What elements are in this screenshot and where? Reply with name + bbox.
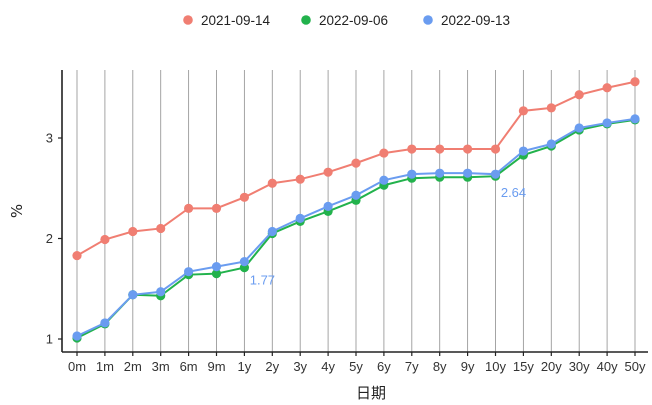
data-point-50y [630,77,639,86]
data-label: 1.77 [250,273,275,288]
data-point-2m [128,227,137,236]
x-tick-label: 3m [152,359,170,374]
x-axis-title: 日期 [356,384,386,402]
data-point-3y [296,214,305,223]
y-tick-label: 3 [46,131,53,146]
y-tick-label: 2 [46,231,53,246]
y-tick-label: 1 [46,332,53,347]
x-tick-label: 1m [96,359,114,374]
data-point-6m [184,204,193,213]
data-point-2y [268,227,277,236]
data-point-0m [72,251,81,260]
data-point-1y [240,257,249,266]
data-point-5y [351,191,360,200]
data-point-2m [128,290,137,299]
x-tick-label: 30y [569,359,590,374]
data-point-30y [575,123,584,132]
x-tick-label: 0m [68,359,86,374]
data-point-6m [184,267,193,276]
x-tick-label: 3y [293,359,307,374]
legend-item-2022-09-06: 2022-09-06 [301,13,388,28]
legend-label: 2022-09-13 [441,13,510,28]
x-tick-label: 1y [238,359,252,374]
data-point-50y [630,114,639,123]
data-point-40y [603,83,612,92]
x-tick-label: 15y [513,359,534,374]
legend-marker [423,15,433,25]
data-point-6y [379,176,388,185]
data-point-8y [435,144,444,153]
data-point-6y [379,148,388,157]
data-point-0m [72,331,81,340]
data-point-3y [296,175,305,184]
data-point-3m [156,224,165,233]
data-point-20y [547,139,556,148]
x-tick-label: 5y [349,359,363,374]
data-point-5y [351,159,360,168]
legend-label: 2021-09-14 [201,13,271,28]
x-tick-label: 2m [124,359,142,374]
data-point-4y [324,168,333,177]
data-point-15y [519,106,528,115]
legend-item-2021-09-14: 2021-09-14 [183,13,270,28]
data-point-9y [463,144,472,153]
data-point-1m [100,318,109,327]
y-axis-title: % [8,204,26,218]
x-tick-label: 4y [321,359,335,374]
legend-marker [183,15,193,25]
legend-label: 2022-09-06 [319,13,388,28]
data-label: 2.64 [501,185,526,200]
x-tick-label: 2y [265,359,279,374]
data-point-3m [156,287,165,296]
x-tick-label: 20y [541,359,562,374]
data-point-7y [407,170,416,179]
data-point-1y [240,193,249,202]
data-point-20y [547,103,556,112]
x-tick-label: 40y [597,359,618,374]
x-tick-label: 7y [405,359,419,374]
data-point-10y [491,144,500,153]
data-point-9m [212,204,221,213]
x-tick-label: 6y [377,359,391,374]
legend-item-2022-09-13: 2022-09-13 [423,13,510,28]
x-tick-label: 9m [207,359,225,374]
legend-marker [301,15,311,25]
data-point-9y [463,169,472,178]
data-annotations: 1.77 2.64 [250,185,526,287]
data-point-8y [435,169,444,178]
x-tick-label: 50y [625,359,646,374]
data-point-9m [212,262,221,271]
axes: 1 2 3 0m 1m 2m 3m 6m 9m 1y 2y 3y 4y 5y 6y 7y 8y 9y 10y 15y 2… [46,70,648,374]
data-point-30y [575,90,584,99]
data-point-40y [603,118,612,127]
x-tick-label: 6m [180,359,198,374]
data-point-4y [324,202,333,211]
data-point-1m [100,235,109,244]
x-tick-label: 10y [485,359,506,374]
x-tick-label: 8y [433,359,447,374]
legend: 2021-09-14 2022-09-06 2022-09-13 [183,13,510,28]
data-point-7y [407,144,416,153]
data-point-10y [491,170,500,179]
x-tick-label: 9y [461,359,475,374]
data-point-2y [268,179,277,188]
data-point-15y [519,146,528,155]
